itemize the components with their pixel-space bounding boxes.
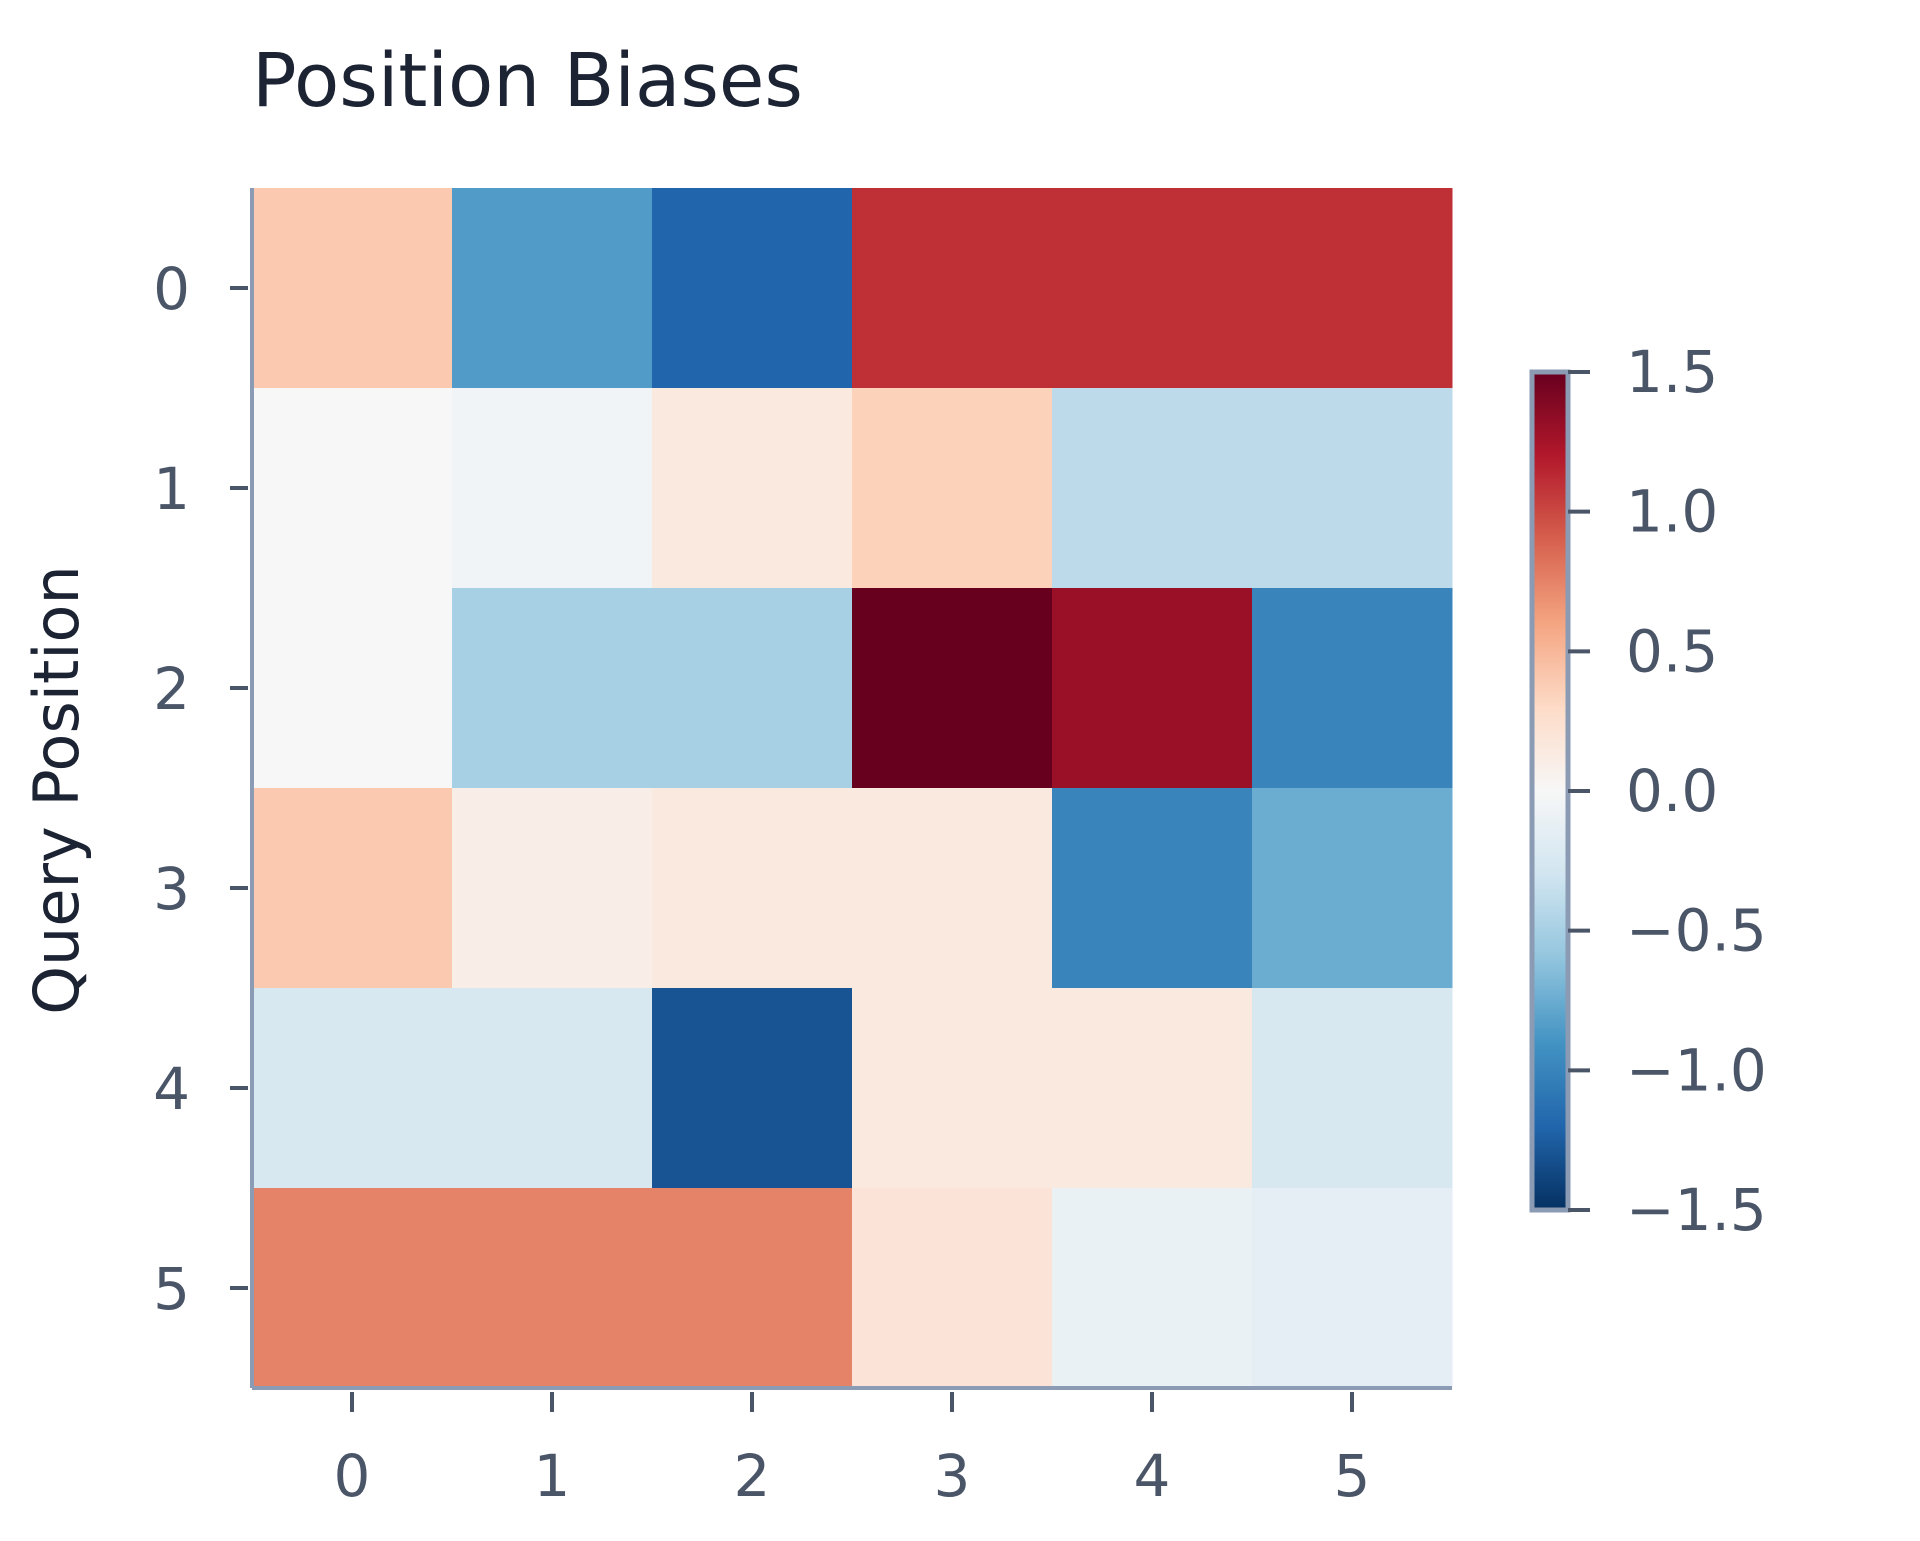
heatmap-cell-r2-c0 [252, 588, 453, 789]
heatmap-cell-r5-c3 [852, 1188, 1053, 1389]
colorbar-tick-label-3: 0.0 [1626, 757, 1718, 825]
heatmap-cell-r2-c3 [852, 588, 1053, 789]
heatmap-cell-r3-c3 [852, 788, 1053, 989]
heatmap-cell-r5-c5 [1252, 1188, 1453, 1389]
colorbar-tick-label-6: −1.5 [1626, 1176, 1767, 1244]
heatmap-cell-r1-c2 [652, 388, 853, 589]
chart-title: Position Biases [252, 38, 803, 124]
heatmap-cell-r3-c0 [252, 788, 453, 989]
heatmap-cell-r4-c5 [1252, 988, 1453, 1189]
x-tick-label-3: 3 [934, 1442, 971, 1510]
heatmap-cell-r2-c5 [1252, 588, 1453, 789]
heatmap-cells [252, 188, 1453, 1389]
heatmap-cell-r2-c2 [652, 588, 853, 789]
heatmap-cell-r4-c2 [652, 988, 853, 1189]
x-tick-label-5: 5 [1334, 1442, 1371, 1510]
y-tick-label-3: 3 [153, 855, 190, 923]
colorbar-tick-label-5: −1.0 [1626, 1036, 1767, 1104]
heatmap-cell-r0-c2 [652, 188, 853, 389]
heatmap-cell-r0-c4 [1052, 188, 1253, 389]
heatmap-cell-r1-c0 [252, 388, 453, 589]
heatmap-cell-r3-c4 [1052, 788, 1253, 989]
x-tick-label-4: 4 [1134, 1442, 1171, 1510]
heatmap-cell-r4-c1 [452, 988, 653, 1189]
colorbar-gradient [1529, 369, 1571, 1213]
heatmap-cell-r0-c1 [452, 188, 653, 389]
heatmap-cell-r1-c5 [1252, 388, 1453, 589]
y-tick-label-1: 1 [153, 455, 190, 523]
colorbar: 1.5 1.0 0.5 0.0 −0.5 −1.0 −1.5 [1529, 338, 1767, 1244]
heatmap-cell-r2-c4 [1052, 588, 1253, 789]
colorbar-tick-label-0: 1.5 [1626, 338, 1718, 406]
heatmap-cell-r2-c1 [452, 588, 653, 789]
y-tick-label-0: 0 [153, 255, 190, 323]
heatmap-cell-r0-c5 [1252, 188, 1453, 389]
heatmap-cell-r4-c0 [252, 988, 453, 1189]
heatmap-cell-r3-c5 [1252, 788, 1453, 989]
heatmap-cell-r0-c3 [852, 188, 1053, 389]
x-tick-label-1: 1 [534, 1442, 571, 1510]
heatmap-cell-r1-c3 [852, 388, 1053, 589]
heatmap-cell-r3-c2 [652, 788, 853, 989]
x-tick-label-0: 0 [334, 1442, 371, 1510]
heatmap-cell-r1-c4 [1052, 388, 1253, 589]
x-tick-label-2: 2 [734, 1442, 771, 1510]
heatmap-cell-r5-c1 [452, 1188, 653, 1389]
axes: 0 1 2 3 4 5 0 1 2 3 4 5 [153, 188, 1452, 1510]
y-tick-label-4: 4 [153, 1055, 190, 1123]
heatmap-cell-r4-c3 [852, 988, 1053, 1189]
y-axis-label: Query Position [20, 565, 93, 1015]
colorbar-tick-label-2: 0.5 [1626, 617, 1718, 685]
colorbar-tick-label-1: 1.0 [1626, 478, 1718, 546]
heatmap-cell-r5-c0 [252, 1188, 453, 1389]
heatmap-cell-r0-c0 [252, 188, 453, 389]
heatmap-cell-r5-c2 [652, 1188, 853, 1389]
heatmap-cell-r5-c4 [1052, 1188, 1253, 1389]
y-tick-label-5: 5 [153, 1255, 190, 1323]
heatmap-cell-r1-c1 [452, 388, 653, 589]
heatmap-cell-r3-c1 [452, 788, 653, 989]
colorbar-tick-label-4: −0.5 [1626, 897, 1767, 965]
y-tick-label-2: 2 [153, 655, 190, 723]
heatmap-cell-r4-c4 [1052, 988, 1253, 1189]
